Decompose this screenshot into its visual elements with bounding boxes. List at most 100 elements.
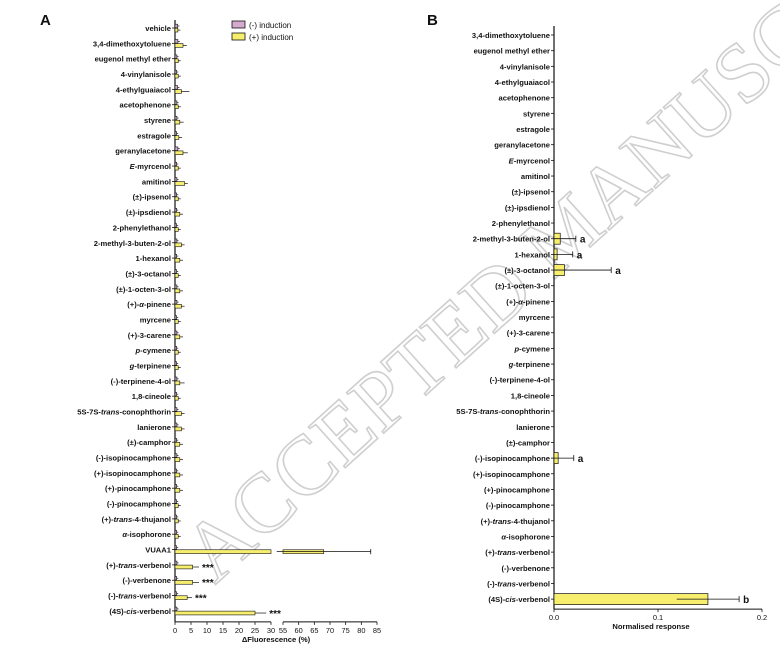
- bar-plus-1-hexanol: [174, 257, 181, 263]
- bar-plus-2-phenylethanol: [174, 227, 179, 232]
- panel-b-letter: B: [427, 12, 438, 29]
- category-label-styrene: styrene: [523, 109, 550, 118]
- x-tick-label: 25: [251, 626, 259, 635]
- bar-plus-ipsdienol: [174, 211, 181, 217]
- bar-plus-g-terpinene: [174, 365, 179, 370]
- category-label-pinocamphone: (+)-pinocamphone: [484, 485, 550, 494]
- category-label-lanierone: lanierone: [137, 423, 171, 432]
- bar-plus-3-carene: [174, 334, 181, 340]
- bar-minus-trans-verbenol: [174, 591, 177, 596]
- category-label-1-octen-3-ol: (±)-1-octen-3-ol: [116, 285, 171, 294]
- bar-plus-isopinocamphone: [174, 472, 181, 478]
- bar-plus-p-cymene: [174, 350, 179, 355]
- bar-minus-pinocamphone: [174, 499, 177, 504]
- x-tick-label: 30: [267, 626, 275, 635]
- category-label-pinocamphone: (-)-pinocamphone: [107, 500, 171, 509]
- significance-trans-verbenol: ***: [195, 594, 207, 605]
- legend-label-minus: (-) induction: [249, 21, 291, 30]
- category-label-trans-verbenol: (+)-trans-verbenol: [106, 561, 171, 570]
- category-label-isopinocamphone: (+)-isopinocamphone: [473, 470, 550, 479]
- bar-minus-trans-4-thujanol: [174, 514, 177, 519]
- category-label-geranylacetone: geranylacetone: [494, 141, 550, 150]
- panel-a-letter: A: [40, 12, 51, 29]
- legend-label-plus: (+) induction: [249, 33, 293, 42]
- category-label-4s-cis-verbenol: (4S)-cis-verbenol: [109, 607, 171, 616]
- category-label-2-phenylethanol: 2-phenylethanol: [492, 219, 550, 228]
- bar-minus-camphor: [174, 438, 177, 443]
- bar-plus-pinene: [174, 304, 182, 309]
- bar-plus-isophorone: [174, 534, 179, 539]
- category-label-isopinocamphone: (-)-isopinocamphone: [96, 454, 171, 463]
- bar-plus-4-vinylanisole: [174, 73, 179, 79]
- bar-plus-styrene: [174, 119, 181, 125]
- category-label-1-8-cineole: 1,8-cineole: [511, 391, 550, 400]
- bar-minus-pinene: [174, 300, 178, 305]
- category-label-4-ethylguaiacol: 4-ethylguaiacol: [116, 85, 171, 94]
- category-label-camphor: (±)-camphor: [506, 438, 550, 447]
- bar-minus-verbenone: [174, 576, 177, 581]
- category-label-5s-7s-trans-conophthorin: 5S-7S-trans-conophthorin: [77, 408, 171, 417]
- category-label-terpinene-4-ol: (-)-terpinene-4-ol: [490, 376, 550, 385]
- category-label-vehicle: vehicle: [145, 24, 171, 33]
- bar-plus-trans-verbenol: [174, 595, 188, 600]
- category-label-ipsenol: (±)-ipsenol: [512, 188, 550, 197]
- watermark-layer: ACCEPTED MANUSCRIPT: [165, 0, 780, 600]
- bar-minus-vehicle: [174, 23, 178, 29]
- x-tick-label: 70: [326, 626, 334, 635]
- category-label-isopinocamphone: (+)-isopinocamphone: [94, 469, 171, 478]
- category-label-p-cymene: p-cymene: [135, 346, 171, 355]
- x-tick-label: 85: [373, 626, 381, 635]
- bar-plus-4-ethylguaiacol: [174, 89, 182, 94]
- significance-verbenone: ***: [202, 578, 214, 589]
- x-tick-label: 60: [295, 626, 303, 635]
- bar-minus-e-myrcenol: [174, 161, 177, 167]
- bar-plus-eugenol-methyl-ether: [174, 58, 179, 63]
- bar-minus-estragole: [174, 131, 177, 136]
- x-tick-label: 0.2: [757, 613, 767, 622]
- bar-minus-3-carene: [174, 330, 178, 335]
- category-label-eugenol-methyl-ether: eugenol methyl ether: [95, 55, 171, 64]
- bar-minus-3-octanol: [174, 269, 177, 274]
- significance-4s-cis-verbenol: b: [743, 595, 749, 606]
- category-label-e-myrcenol: E-myrcenol: [509, 156, 550, 165]
- bar-minus-2-phenylethanol: [174, 223, 177, 228]
- category-label-2-methyl-3-buten-2-ol: 2-methyl-3-buten-2-ol: [94, 239, 171, 248]
- panel-b-x-title: Normalised response: [612, 622, 689, 631]
- bar-plus-ipsenol: [174, 196, 179, 202]
- x-tick-label: 20: [235, 626, 243, 635]
- category-label-4-ethylguaiacol: 4-ethylguaiacol: [495, 78, 550, 87]
- panel-a-x-title: ΔFluorescence (%): [242, 635, 311, 644]
- category-label-ipsdienol: (±)-ipsdienol: [126, 208, 171, 217]
- category-label-5s-7s-trans-conophthorin: 5S-7S-trans-conophthorin: [456, 407, 550, 416]
- bar-plus-estragole: [174, 135, 180, 140]
- legend-swatch-plus: [231, 32, 246, 41]
- bar-minus-4-vinylanisole: [174, 69, 177, 75]
- bar-plus-vehicle: [174, 27, 179, 33]
- bar-plus-camphor: [174, 442, 181, 447]
- bar-minus-g-terpinene: [174, 361, 177, 366]
- bar-minus-ipsdienol: [174, 207, 177, 213]
- bar-minus-3-4-dimethoxytoluene: [174, 39, 179, 44]
- category-label-amitinol: amitinol: [521, 172, 550, 181]
- category-label-trans-verbenol: (-)-trans-verbenol: [108, 592, 171, 601]
- bar-minus-2-methyl-3-buten-2-ol: [174, 238, 178, 243]
- category-label-3-octanol: (±)-3-octanol: [125, 269, 171, 278]
- category-label-geranylacetone: geranylacetone: [115, 147, 171, 156]
- bar-minus-trans-verbenol: [174, 560, 178, 565]
- category-label-4s-cis-verbenol: (4S)-cis-verbenol: [488, 595, 550, 604]
- category-label-4-vinylanisole: 4-vinylanisole: [500, 62, 550, 71]
- bar-plus-acetophenone: [174, 104, 179, 110]
- bar-minus-isopinocamphone: [174, 453, 178, 458]
- bar-plus-amitinol: [174, 181, 185, 186]
- bar-minus-1-8-cineole: [174, 392, 177, 397]
- category-label-2-phenylethanol: 2-phenylethanol: [113, 223, 171, 232]
- significance-3-octanol: a: [615, 266, 621, 277]
- bar-minus-vuaa1: [174, 545, 177, 550]
- category-label-estragole: estragole: [137, 131, 171, 140]
- category-label-1-hexanol: 1-hexanol: [136, 254, 171, 263]
- category-label-trans-verbenol: (-)-trans-verbenol: [487, 579, 550, 588]
- category-label-3-4-dimethoxytoluene: 3,4-dimethoxytoluene: [93, 39, 171, 48]
- category-label-verbenone: (-)-verbenone: [122, 576, 171, 585]
- bar-plus-pinocamphone: [174, 503, 179, 508]
- category-label-estragole: estragole: [516, 125, 550, 134]
